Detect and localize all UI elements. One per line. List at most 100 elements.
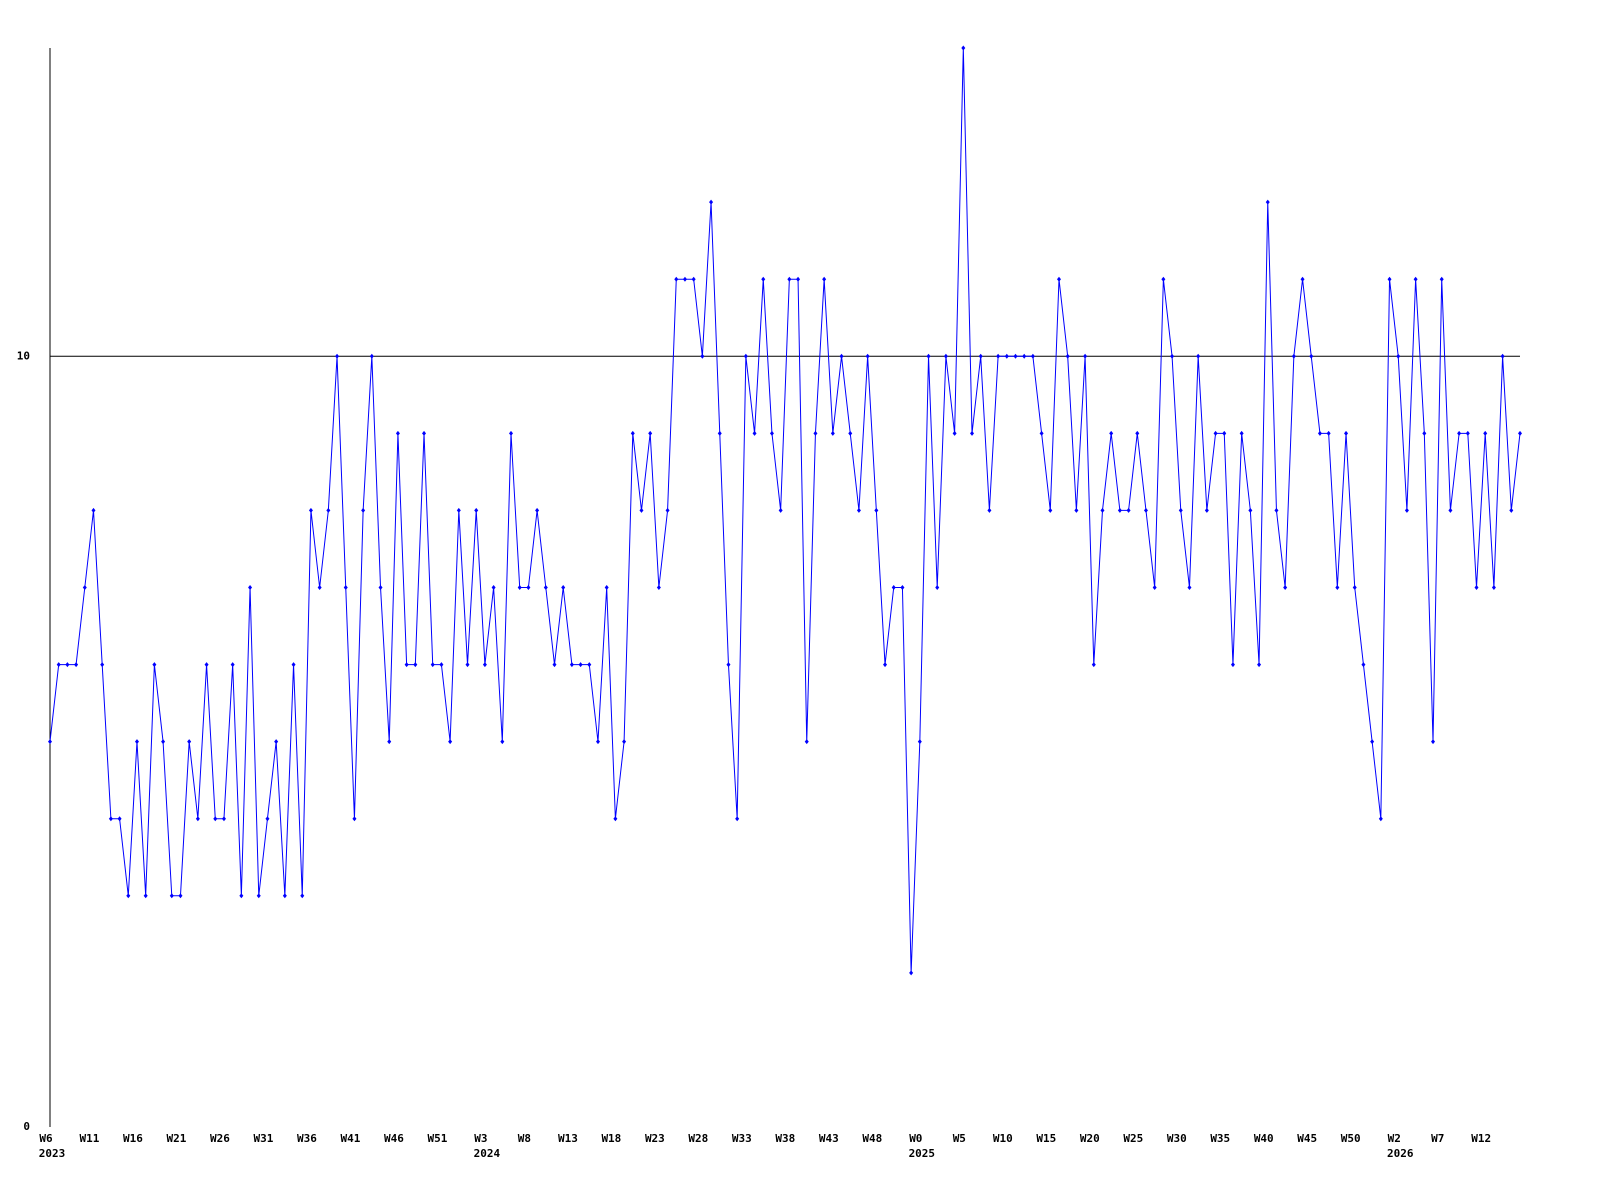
data-point	[1431, 739, 1436, 745]
data-point	[1465, 430, 1470, 436]
year-label: 2025	[909, 1147, 936, 1160]
data-point	[430, 662, 435, 668]
data-point	[1291, 353, 1296, 359]
data-point	[1100, 507, 1105, 513]
data-point	[1344, 430, 1349, 436]
data-point	[543, 585, 548, 590]
data-point	[282, 893, 287, 899]
data-point	[308, 507, 313, 513]
x-tick-label: W18	[601, 1132, 621, 1145]
data-point	[221, 816, 226, 822]
data-point	[1056, 276, 1061, 282]
data-point	[604, 585, 609, 590]
x-tick-label: W48	[862, 1132, 882, 1145]
data-point	[1170, 353, 1175, 359]
data-point	[1039, 430, 1044, 436]
data-point	[343, 585, 348, 590]
data-point	[978, 353, 983, 359]
data-point	[587, 662, 592, 668]
data-point	[1083, 353, 1088, 359]
data-point	[317, 585, 322, 590]
data-point	[117, 816, 122, 822]
data-point	[700, 353, 705, 359]
x-tick-label: W35	[1210, 1132, 1230, 1145]
data-point	[1143, 507, 1148, 513]
year-label: 2026	[1387, 1147, 1414, 1160]
data-point	[595, 739, 600, 745]
data-point	[404, 662, 409, 668]
data-point	[796, 276, 801, 282]
data-point	[1300, 276, 1305, 282]
data-point	[1248, 507, 1253, 513]
data-point	[1518, 430, 1522, 436]
data-point	[291, 662, 296, 668]
data-point	[456, 507, 461, 513]
data-point	[917, 739, 922, 745]
data-point	[1413, 276, 1418, 282]
data-point	[1222, 430, 1227, 436]
data-point	[1152, 585, 1157, 590]
data-point	[1422, 430, 1427, 436]
data-point	[639, 507, 644, 513]
data-point	[674, 276, 679, 282]
data-point	[335, 353, 340, 359]
data-point	[987, 507, 992, 513]
data-point	[474, 507, 479, 513]
x-tick-label: W2	[1388, 1132, 1401, 1145]
data-point	[1491, 585, 1496, 590]
data-point	[883, 662, 888, 668]
x-tick-label: W5	[953, 1132, 966, 1145]
data-point	[1352, 585, 1357, 590]
x-tick-label: W23	[645, 1132, 665, 1145]
data-point	[1326, 430, 1331, 436]
x-tick-label: W33	[732, 1132, 752, 1145]
data-point	[717, 430, 722, 436]
data-point	[265, 816, 270, 822]
series-line	[49, 47, 1521, 973]
data-point	[352, 816, 357, 822]
data-point	[778, 507, 783, 513]
x-tick-label: W38	[775, 1132, 795, 1145]
data-point	[830, 430, 835, 436]
x-tick-label: W3	[474, 1132, 487, 1145]
data-point	[900, 585, 905, 590]
data-point	[856, 507, 861, 513]
data-point	[848, 430, 853, 436]
data-point	[517, 585, 522, 590]
data-point	[56, 662, 61, 668]
data-point	[213, 816, 218, 822]
data-point	[1448, 507, 1453, 513]
data-point	[526, 585, 531, 590]
x-tick-label: W10	[993, 1132, 1013, 1145]
data-point	[769, 430, 774, 436]
data-point	[1265, 199, 1270, 205]
data-point	[274, 739, 279, 745]
data-point	[909, 970, 914, 976]
data-point	[682, 276, 687, 282]
data-point	[709, 199, 714, 205]
data-point	[726, 662, 731, 668]
data-point	[761, 276, 766, 282]
data-point	[74, 662, 79, 668]
data-point	[439, 662, 444, 668]
x-tick-label: W11	[80, 1132, 100, 1145]
data-point	[1509, 507, 1514, 513]
data-point	[378, 585, 383, 590]
data-point	[1030, 353, 1035, 359]
data-point	[1074, 507, 1079, 513]
data-point	[82, 585, 87, 590]
data-point	[161, 739, 166, 745]
data-point	[369, 353, 374, 359]
data-point	[248, 585, 253, 590]
data-point	[1204, 507, 1209, 513]
data-point	[787, 276, 792, 282]
data-point	[491, 585, 496, 590]
data-point	[569, 662, 574, 668]
data-point	[656, 585, 661, 590]
x-tick-label: W45	[1297, 1132, 1317, 1145]
y-tick-label: 0	[23, 1120, 30, 1133]
data-point	[578, 662, 583, 668]
data-point	[1048, 507, 1053, 513]
x-tick-label: W15	[1036, 1132, 1056, 1145]
data-point	[126, 893, 131, 899]
